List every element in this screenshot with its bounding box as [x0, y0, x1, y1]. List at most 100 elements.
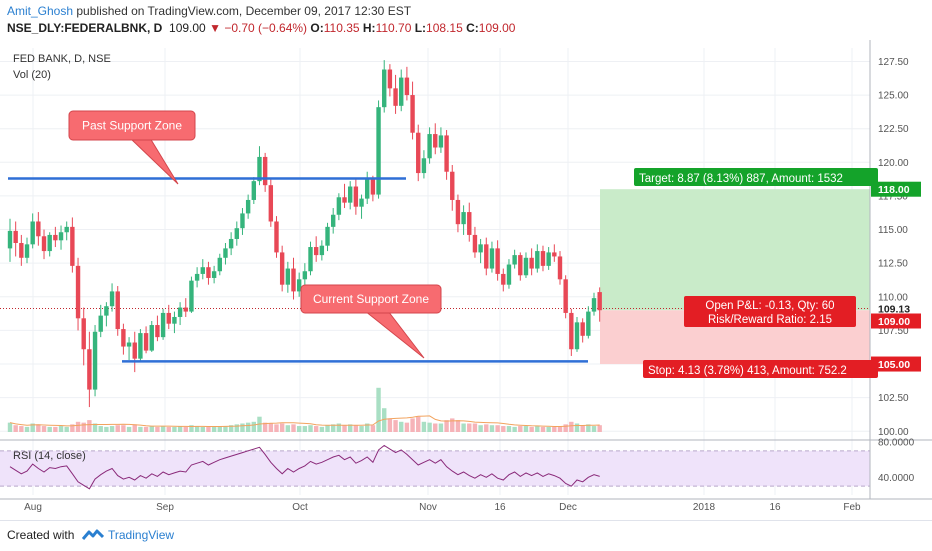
author-link[interactable]: Amit_Ghosh — [7, 4, 74, 18]
volume-bar — [13, 425, 18, 432]
tradingview-brand[interactable]: TradingView — [108, 528, 175, 542]
candle-body — [291, 268, 296, 292]
price-tick-label: 127.50 — [878, 57, 909, 68]
candle-body — [81, 318, 86, 350]
candle-body — [121, 329, 126, 347]
volume-bar — [36, 424, 41, 432]
volume-bar — [53, 426, 58, 432]
volume-bar — [569, 421, 574, 432]
candle-body — [557, 256, 563, 280]
close-label: C: — [466, 21, 479, 35]
trade-labels: Target: 8.87 (8.13%) 887, Amount: 1532 St… — [634, 168, 921, 378]
candle-body — [512, 255, 517, 265]
candle-body — [70, 226, 75, 266]
volume-bar — [268, 423, 274, 432]
candle-body — [206, 267, 211, 278]
candle-body — [87, 349, 92, 390]
candle-body — [24, 244, 30, 258]
time-tick-label: Oct — [292, 502, 308, 513]
time-tick-label: Sep — [156, 502, 174, 513]
volume-bar — [279, 423, 285, 432]
stop-label-bg — [643, 360, 878, 378]
candle-body — [115, 291, 120, 330]
current-support-callout[interactable]: Current Support Zone — [300, 284, 442, 359]
volume-bar — [98, 426, 103, 432]
volume-bar — [421, 421, 427, 432]
price-tick-label: 125.00 — [878, 91, 909, 102]
last-price: 109.00 — [169, 21, 206, 35]
rsi-line — [9, 444, 600, 490]
volume-bar — [359, 426, 364, 432]
entry-price-badge: 109.00 — [878, 316, 910, 328]
symbol-label[interactable]: NSE_DLY:FEDERALBNK, D — [7, 21, 163, 35]
risk-reward-label: Risk/Reward Ratio: 2.15 — [708, 314, 832, 326]
candle-body — [382, 69, 387, 108]
candle-body — [92, 331, 98, 390]
candle-body — [495, 248, 500, 274]
price-tick-label: 115.00 — [878, 225, 908, 236]
stop-label: Stop: 4.13 (3.78%) 413, Amount: 752.2 — [648, 365, 847, 377]
volume-bar — [223, 426, 228, 432]
price-tick-label: 110.00 — [878, 292, 908, 303]
volume-bar — [126, 426, 132, 432]
volume-bar — [183, 426, 188, 432]
past-support-callout[interactable]: Past Support Zone — [68, 110, 196, 185]
volume-bar — [348, 424, 353, 432]
candle-body — [586, 311, 591, 336]
volume-legend: Vol (20) — [13, 69, 51, 81]
volume-bar — [138, 426, 143, 432]
volume-bar — [546, 426, 551, 432]
candle-body — [359, 198, 364, 207]
candle-body — [450, 171, 455, 200]
volume-bar — [433, 423, 438, 432]
candle-body — [257, 156, 262, 182]
high-label: H: — [362, 21, 376, 35]
volume-bar — [518, 426, 523, 432]
volume-bar — [121, 425, 126, 432]
rsi-pane — [0, 444, 870, 490]
symbol-line: NSE_DLY:FEDERALBNK, D 109.00 ▼ −0.70 (−0… — [7, 21, 515, 35]
volume-bar — [291, 424, 296, 432]
chart-legend-title: FED BANK, D, NSE — [13, 53, 111, 65]
volume-bar — [308, 425, 313, 432]
candle-body — [234, 228, 239, 239]
candle-body — [268, 185, 274, 222]
volume-bar — [160, 426, 166, 432]
time-tick-label: 16 — [494, 502, 506, 513]
volume-bar — [30, 423, 35, 432]
support-lines — [8, 177, 588, 363]
stop-price-badge: 105.00 — [878, 359, 910, 371]
price-change: −0.70 (−0.64%) — [224, 21, 308, 35]
candle-body — [296, 279, 302, 292]
candle-body — [376, 107, 381, 195]
candle-body — [410, 95, 415, 133]
current-support-callout-box — [300, 284, 442, 314]
current-price-badge: 109.13 — [878, 303, 910, 315]
volume-bar — [274, 424, 279, 432]
rsi-tick-label: 80.0000 — [878, 438, 915, 449]
candle-body — [262, 156, 268, 186]
candle-body — [597, 292, 602, 311]
low-label: L: — [414, 21, 427, 35]
pl-box-bg — [684, 296, 856, 327]
volume-bar — [313, 426, 319, 432]
volume-bar — [387, 418, 393, 432]
stop-price-badge-bg — [871, 356, 921, 372]
volume-bar — [262, 422, 268, 432]
candle-body — [240, 213, 245, 229]
chart-canvas[interactable]: 127.50 125.00 122.50 120.00 117.50 115.00 112.… — [0, 40, 932, 520]
volume-bar — [410, 418, 415, 432]
candle-body — [342, 197, 347, 203]
volume-bars — [7, 387, 602, 432]
candle-body — [467, 212, 472, 235]
volume-bar — [557, 426, 563, 432]
target-label-bg — [634, 168, 878, 186]
candle-body — [194, 273, 200, 281]
candle-body — [200, 267, 205, 274]
volume-bar — [47, 426, 52, 432]
volume-bar — [535, 426, 540, 432]
target-label: Target: 8.87 (8.13%) 887, Amount: 1532 — [639, 173, 843, 185]
volume-bar — [115, 425, 120, 432]
created-with-text: Created with — [7, 528, 75, 542]
candle-body — [308, 247, 313, 272]
